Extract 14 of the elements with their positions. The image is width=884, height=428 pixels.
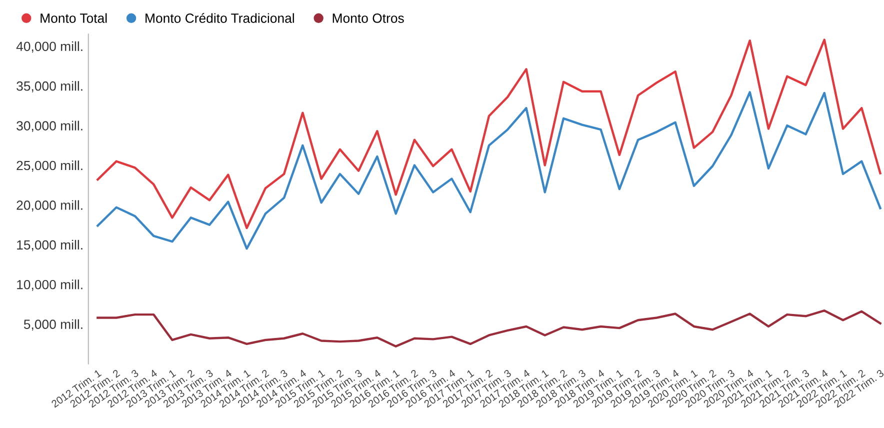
y-tick-label: 20,000 mill. — [16, 200, 82, 212]
line-series — [96, 91, 882, 250]
line-series — [96, 309, 882, 348]
legend-label: Monto Total — [40, 13, 107, 23]
y-tick-label: 35,000 mill. — [16, 81, 82, 92]
y-tick-label: 15,000 mill. — [17, 240, 82, 252]
y-tick-label: 30,000 mill. — [16, 120, 82, 132]
legend-label: Monto Otros — [332, 14, 404, 23]
y-tick-label: 25,000 mill. — [16, 160, 82, 172]
line-series — [96, 38, 882, 230]
legend-label: Monto Crédito Tradicional — [146, 13, 294, 23]
y-tick-label: 40,000 mill. — [16, 41, 82, 53]
y-tick-label: 5,000 mill. — [24, 319, 82, 331]
y-tick-label: 10,000 mill. — [17, 280, 82, 291]
